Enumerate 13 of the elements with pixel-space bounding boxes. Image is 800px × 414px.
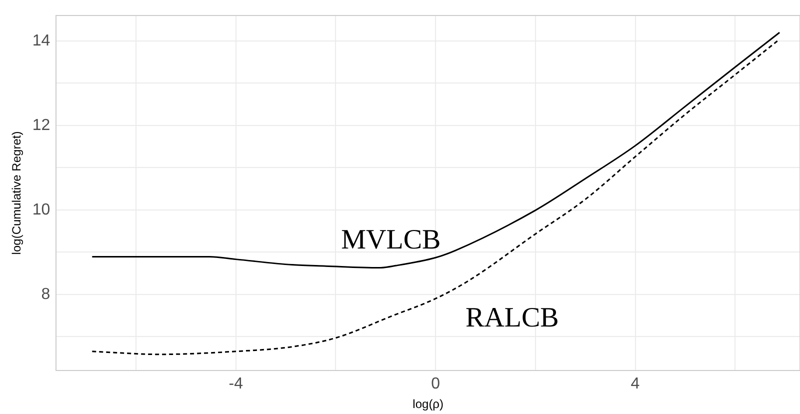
x-tick-label: 4 xyxy=(630,375,640,392)
x-axis-title: log(ρ) xyxy=(412,397,444,412)
line-series xyxy=(91,32,780,269)
line-series xyxy=(91,38,780,356)
x-tick-label: 0 xyxy=(431,375,440,392)
y-axis-title: log(Cumulative Regret) xyxy=(10,131,24,255)
x-tick-label: -4 xyxy=(228,375,244,392)
series-label: RALCB xyxy=(465,302,559,334)
y-tick-label: 10 xyxy=(32,201,50,218)
y-tick-label: 12 xyxy=(32,116,50,134)
y-tick-label: 14 xyxy=(32,32,50,50)
series-label: MVLCB xyxy=(341,224,441,256)
y-tick-label: 8 xyxy=(41,286,50,303)
